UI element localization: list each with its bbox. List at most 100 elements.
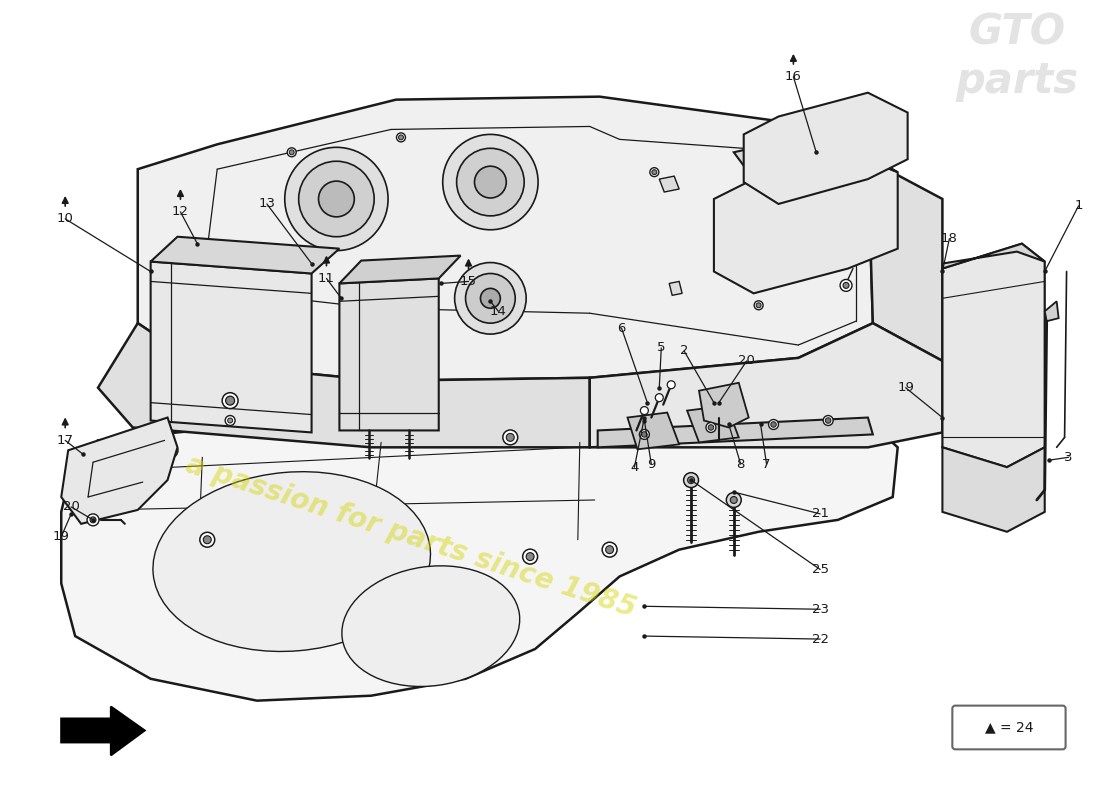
Circle shape: [640, 406, 648, 414]
Polygon shape: [590, 323, 943, 447]
Polygon shape: [1045, 302, 1058, 321]
Circle shape: [641, 432, 647, 438]
Circle shape: [657, 423, 672, 438]
Circle shape: [226, 396, 234, 405]
Polygon shape: [138, 97, 873, 381]
Circle shape: [522, 549, 538, 564]
Circle shape: [688, 477, 694, 483]
Text: 10: 10: [57, 212, 74, 226]
Circle shape: [745, 251, 754, 260]
Circle shape: [319, 181, 354, 217]
Ellipse shape: [153, 472, 430, 651]
Polygon shape: [744, 93, 907, 204]
Circle shape: [668, 381, 675, 389]
Circle shape: [639, 430, 649, 439]
Circle shape: [200, 532, 214, 547]
Text: 20: 20: [63, 501, 79, 514]
Polygon shape: [669, 282, 682, 295]
Text: 6: 6: [617, 322, 626, 334]
Text: 14: 14: [490, 305, 507, 318]
Circle shape: [87, 514, 99, 526]
Text: 7: 7: [762, 458, 771, 470]
Circle shape: [442, 134, 538, 230]
Text: 12: 12: [172, 206, 189, 218]
Circle shape: [287, 148, 296, 157]
Text: 8: 8: [737, 458, 745, 470]
Text: 1: 1: [1075, 199, 1082, 213]
Circle shape: [503, 430, 518, 445]
Text: 19: 19: [898, 382, 914, 394]
Text: GTO
parts: GTO parts: [956, 12, 1078, 102]
Circle shape: [506, 434, 514, 442]
Polygon shape: [340, 278, 439, 430]
Text: 15: 15: [460, 275, 477, 288]
Polygon shape: [714, 152, 898, 294]
Polygon shape: [627, 413, 679, 450]
Circle shape: [652, 170, 657, 174]
Circle shape: [228, 418, 232, 423]
Circle shape: [481, 288, 500, 308]
Circle shape: [526, 553, 535, 561]
Circle shape: [285, 147, 388, 250]
Circle shape: [204, 536, 211, 544]
Polygon shape: [943, 447, 1045, 532]
Circle shape: [726, 493, 741, 507]
Polygon shape: [688, 406, 739, 442]
Circle shape: [708, 425, 714, 430]
Circle shape: [823, 415, 833, 426]
Text: 4: 4: [630, 461, 639, 474]
Circle shape: [825, 418, 830, 423]
Polygon shape: [659, 176, 679, 192]
Text: 2: 2: [680, 345, 689, 358]
Polygon shape: [943, 244, 1045, 467]
Text: 20: 20: [738, 354, 755, 367]
Polygon shape: [98, 323, 590, 447]
Circle shape: [474, 166, 506, 198]
Text: 18: 18: [940, 232, 958, 246]
Polygon shape: [151, 262, 311, 433]
Circle shape: [656, 394, 663, 402]
Circle shape: [771, 422, 777, 427]
Circle shape: [299, 162, 374, 237]
Circle shape: [226, 415, 235, 426]
Circle shape: [769, 419, 779, 430]
Circle shape: [166, 446, 175, 454]
Circle shape: [398, 135, 404, 140]
Polygon shape: [597, 418, 873, 447]
Circle shape: [683, 473, 698, 487]
Polygon shape: [151, 237, 340, 274]
Circle shape: [396, 133, 406, 142]
Circle shape: [843, 282, 849, 288]
Circle shape: [90, 517, 96, 523]
Polygon shape: [868, 159, 943, 361]
Circle shape: [163, 443, 178, 458]
Circle shape: [454, 262, 526, 334]
Circle shape: [606, 546, 614, 554]
Text: 16: 16: [785, 70, 802, 83]
Circle shape: [602, 542, 617, 557]
Polygon shape: [62, 421, 898, 701]
Text: 19: 19: [53, 530, 69, 543]
Circle shape: [456, 148, 525, 216]
Circle shape: [706, 422, 716, 433]
Polygon shape: [698, 382, 749, 427]
Text: 22: 22: [812, 633, 828, 646]
Circle shape: [756, 302, 761, 308]
Text: 17: 17: [57, 434, 74, 447]
Polygon shape: [340, 256, 461, 283]
Text: 11: 11: [318, 272, 336, 285]
Circle shape: [730, 497, 737, 503]
Circle shape: [650, 168, 659, 177]
Circle shape: [660, 426, 668, 434]
Circle shape: [222, 393, 238, 409]
Polygon shape: [62, 706, 145, 755]
Circle shape: [465, 274, 515, 323]
Circle shape: [840, 279, 852, 291]
Polygon shape: [943, 244, 1045, 269]
Text: 21: 21: [812, 507, 828, 520]
Text: 5: 5: [657, 342, 665, 354]
Circle shape: [289, 150, 294, 154]
Text: a passion for parts since 1985: a passion for parts since 1985: [183, 450, 639, 623]
Text: 9: 9: [647, 458, 656, 470]
Circle shape: [755, 301, 763, 310]
